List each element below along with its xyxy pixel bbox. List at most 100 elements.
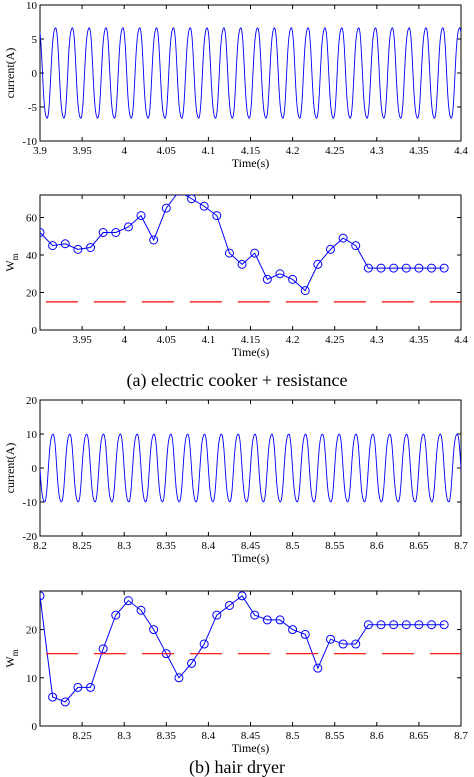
data-point <box>313 663 323 673</box>
y-tick-label: 40 <box>26 250 38 262</box>
data-point <box>174 673 184 683</box>
data-point <box>149 235 159 245</box>
data-point <box>224 600 234 610</box>
x-tick-label: 4.35 <box>409 145 429 157</box>
data-point <box>40 591 45 601</box>
x-tick-label: 4 <box>121 334 127 346</box>
x-tick-label: 3.95 <box>72 145 92 157</box>
y-tick-label: -20 <box>22 531 37 543</box>
data-point <box>351 241 361 251</box>
data-point <box>40 228 45 237</box>
y-tick-label: 5 <box>32 34 38 46</box>
data-point <box>60 697 70 707</box>
x-tick-label: 8.7 <box>454 540 468 552</box>
x-tick-label: 4 <box>121 145 127 157</box>
x-tick-label: 8.65 <box>409 730 429 742</box>
x-axis-label: Time(s) <box>232 345 270 359</box>
data-point <box>98 644 108 654</box>
data-point <box>401 263 411 273</box>
data-point <box>363 620 373 630</box>
x-tick-label: 8.45 <box>241 540 261 552</box>
data-point <box>376 263 386 273</box>
y-tick-label: 20 <box>26 288 38 300</box>
y-tick-label: 10 <box>26 429 38 441</box>
x-tick-label: 4.35 <box>409 334 429 346</box>
x-tick-label: 4.05 <box>157 334 177 346</box>
data-point <box>351 639 361 649</box>
data-point <box>212 610 222 620</box>
y-tick-label: -10 <box>22 497 37 509</box>
data-point <box>123 222 133 232</box>
data-point <box>86 243 96 252</box>
x-tick-label: 8.5 <box>286 730 300 742</box>
data-point <box>73 244 83 254</box>
x-tick-label: 8.4 <box>202 540 216 552</box>
current-waveform-line <box>40 433 461 503</box>
x-tick-label: 4.3 <box>370 145 384 157</box>
x-axis-label: Time(s) <box>232 741 270 755</box>
current-waveform-line <box>40 27 461 119</box>
y-tick-label: -10 <box>22 136 37 148</box>
y-axis-label-subscript: m <box>10 253 20 260</box>
x-tick-label: 4.05 <box>157 145 177 157</box>
data-point <box>288 625 298 635</box>
x-tick-label: 8.55 <box>325 540 345 552</box>
plot-area <box>40 433 461 503</box>
x-tick-label: 8.5 <box>286 540 300 552</box>
x-tick-label: 8.3 <box>117 540 131 552</box>
y-tick-label: 20 <box>26 625 38 637</box>
y-tick-label: 10 <box>26 0 38 12</box>
data-point <box>325 244 335 254</box>
data-point <box>325 634 335 644</box>
x-tick-label: 8.65 <box>409 540 429 552</box>
x-tick-label: 4.3 <box>370 334 384 346</box>
data-point <box>414 620 424 630</box>
data-point <box>439 263 449 273</box>
y-axis-label: current(A) <box>3 443 17 494</box>
data-point <box>389 263 399 273</box>
y-tick-label: 0 <box>32 68 38 80</box>
data-point <box>414 263 424 273</box>
data-point <box>237 591 247 601</box>
data-point <box>262 274 272 284</box>
x-tick-label: 4.4 <box>454 334 468 346</box>
x-tick-label: 4.2 <box>286 145 300 157</box>
x-tick-label: 3.9 <box>33 145 47 157</box>
x-tick-label: 4.1 <box>202 145 216 157</box>
plot-area <box>40 195 461 303</box>
x-tick-label: 4.25 <box>325 145 345 157</box>
x-tick-label: 4.15 <box>241 145 261 157</box>
data-point <box>187 658 197 668</box>
data-point <box>73 682 83 692</box>
chart-current-cooker: 3.9 3.95 4 4.05 4.1 4.15 4.2 4.25 4.3 4.35 4.4 -10 -… <box>3 0 468 170</box>
data-point <box>161 203 171 213</box>
y-axis-label: current(A) <box>3 48 17 99</box>
data-point <box>111 228 121 237</box>
x-tick-label: 8.4 <box>202 730 216 742</box>
data-point <box>60 239 70 249</box>
data-point <box>48 241 58 251</box>
x-tick-label: 8.25 <box>72 540 92 552</box>
data-point <box>275 615 285 625</box>
chart-wm-cooker: 3.95 4 4.05 4.1 4.15 4.2 4.25 4.3 4.35 4.4 0 20 40 60… <box>3 194 468 359</box>
data-point <box>338 639 348 649</box>
y-tick-label: 20 <box>26 395 38 407</box>
y-axis-label-main: current(A) <box>3 48 17 99</box>
data-point <box>212 211 222 221</box>
y-axis-label: Wm <box>3 253 20 271</box>
data-point <box>262 615 272 625</box>
data-point <box>86 682 96 692</box>
x-tick-label: 8.35 <box>157 540 177 552</box>
plot-area <box>40 27 461 119</box>
chart-wm-hairdryer: 8.25 8.3 8.35 8.4 8.45 8.5 8.55 8.6 8.65 8.7 0 10 20… <box>3 590 468 755</box>
data-point <box>149 625 159 635</box>
x-tick-label: 8.6 <box>370 730 384 742</box>
x-tick-label: 8.2 <box>33 540 47 552</box>
data-point <box>224 248 234 258</box>
data-point <box>98 228 108 237</box>
plot-frame <box>39 590 462 727</box>
data-point <box>176 195 182 196</box>
data-point <box>199 639 209 649</box>
data-point <box>250 248 260 258</box>
